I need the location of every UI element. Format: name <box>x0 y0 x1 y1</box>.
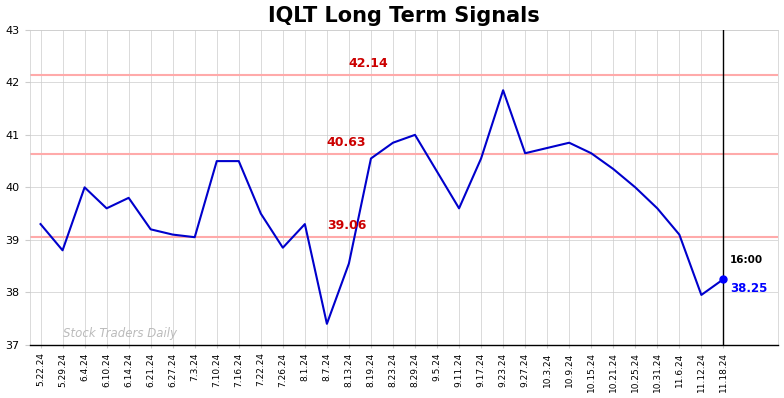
Text: 39.06: 39.06 <box>327 219 366 232</box>
Text: 16:00: 16:00 <box>730 254 763 265</box>
Title: IQLT Long Term Signals: IQLT Long Term Signals <box>268 6 540 25</box>
Text: 42.14: 42.14 <box>349 57 389 70</box>
Text: 40.63: 40.63 <box>327 137 366 149</box>
Text: Stock Traders Daily: Stock Traders Daily <box>63 327 176 340</box>
Text: 38.25: 38.25 <box>730 282 768 295</box>
